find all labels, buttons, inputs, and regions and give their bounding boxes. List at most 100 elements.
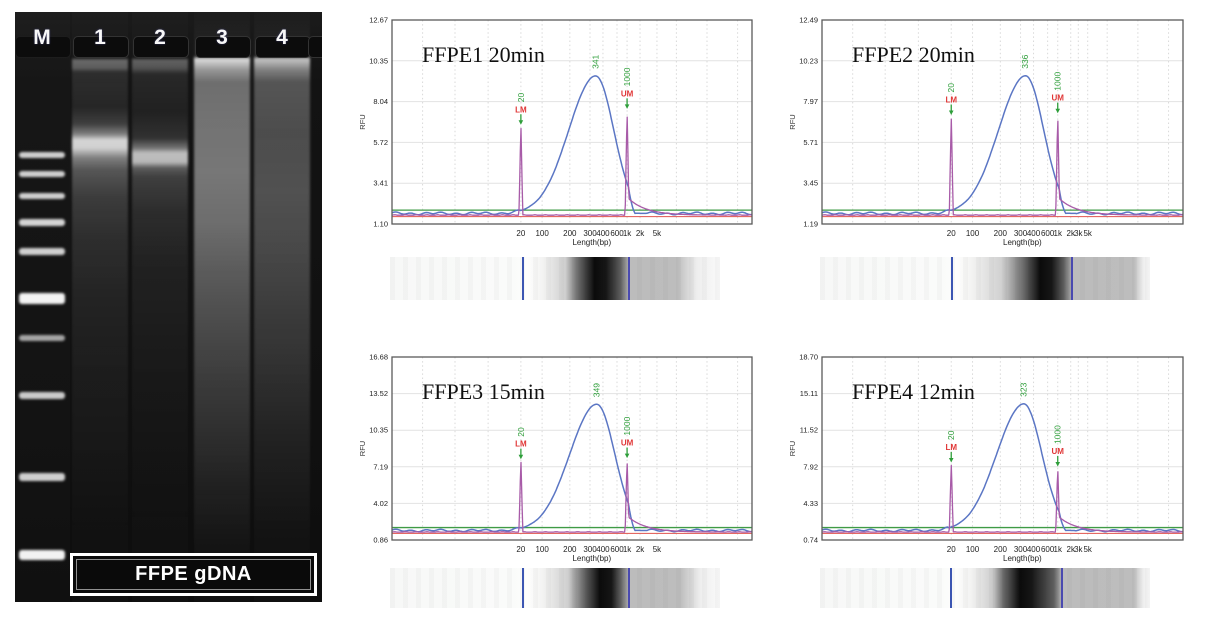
marker-trace: [391, 461, 752, 533]
y-tick-label: 13.52: [369, 389, 388, 398]
ladder-band-7: [19, 335, 65, 341]
gel-smear-lane-2: [132, 12, 188, 602]
x-tick-label: 300: [1014, 229, 1028, 238]
gel-electrophoresis-image: M 1 2 3 4 FFPE gDNA: [15, 12, 322, 602]
y-tick-label: 12.49: [799, 16, 818, 25]
marker-arrow-head: [948, 110, 954, 116]
y-tick-label: 10.35: [369, 426, 388, 435]
y-tick-label: 3.41: [373, 179, 388, 188]
x-axis-title: Length(bp): [1003, 238, 1042, 247]
gel-caption-box: FFPE gDNA: [70, 553, 317, 596]
x-axis-title: Length(bp): [572, 238, 611, 247]
x-tick-label: 20: [947, 545, 956, 554]
virtual-gel-texture: [390, 568, 720, 608]
chart-title: FFPE1 20min: [422, 42, 545, 67]
ladder-band-3: [19, 193, 65, 199]
x-tick-label: 200: [994, 545, 1008, 554]
y-tick-label: 7.97: [803, 97, 818, 106]
gel-well-1: [73, 36, 129, 58]
y-tick-label: 1.19: [803, 220, 818, 229]
peak-size-label: 349: [591, 383, 601, 397]
marker-name-label: LM: [515, 105, 527, 114]
y-tick-label: 12.67: [369, 16, 388, 25]
virtual-gel-texture: [820, 257, 1150, 300]
marker-trace: [821, 464, 1183, 533]
x-tick-label: 300: [583, 229, 597, 238]
marker-name-label: UM: [1052, 94, 1065, 103]
chart-title: FFPE4 12min: [852, 379, 975, 404]
gel-well-partial: [308, 36, 322, 58]
x-tick-label: 200: [563, 229, 577, 238]
virtual-gel-texture: [820, 568, 1150, 608]
x-tick-label: 3k: [1074, 229, 1083, 238]
y-tick-label: 18.70: [799, 353, 818, 362]
peak-size-label: 341: [590, 54, 600, 68]
y-tick-label: 8.04: [373, 97, 388, 106]
marker-name-label: LM: [945, 96, 957, 105]
ladder-band-5: [19, 248, 65, 255]
x-tick-label: 400: [596, 229, 610, 238]
y-tick-label: 11.52: [800, 426, 818, 435]
marker-arrow-head: [624, 104, 630, 109]
x-tick-label: 5k: [653, 229, 662, 238]
virtual-gel-lane-ffpe3: [390, 568, 720, 608]
x-tick-label: 400: [596, 545, 610, 554]
marker-bp-label: 20: [946, 83, 956, 93]
y-tick-label: 0.74: [803, 536, 818, 545]
y-tick-label: 10.23: [799, 56, 818, 65]
virtual-gel-lower-marker-line: [521, 568, 525, 608]
gel-lane-label-2: 2: [154, 26, 166, 49]
ladder-band-1: [19, 152, 65, 158]
x-tick-label: 20: [516, 545, 525, 554]
gel-lane-label-4: 4: [276, 26, 288, 49]
y-tick-label: 1.10: [373, 220, 388, 229]
y-tick-label: 15.11: [800, 389, 818, 398]
ladder-band-8: [19, 392, 65, 399]
gel-smear-lane-1: [72, 12, 128, 602]
gel-well-2: [133, 36, 189, 58]
marker-name-label: UM: [621, 439, 634, 448]
marker-bp-label: 1000: [622, 67, 632, 86]
x-axis-title: Length(bp): [572, 554, 611, 563]
ladder-band-4: [19, 219, 65, 226]
x-tick-label: 400: [1027, 229, 1041, 238]
y-tick-label: 0.86: [373, 536, 388, 545]
virtual-gel-upper-marker-line: [627, 257, 631, 300]
x-tick-label: 2k: [636, 545, 645, 554]
y-tick-label: 5.72: [373, 138, 388, 147]
y-tick-label: 5.71: [803, 138, 818, 147]
plot-background: [822, 20, 1183, 224]
plot-frame: [391, 356, 753, 541]
marker-name-label: LM: [945, 443, 957, 452]
x-tick-label: 5k: [653, 545, 662, 554]
chart-title: FFPE3 15min: [422, 379, 545, 404]
virtual-gel-lower-marker-line: [521, 257, 525, 300]
marker-arrow-head: [518, 120, 524, 125]
sample-trace: [821, 403, 1183, 533]
x-axis-title: Length(bp): [1003, 554, 1042, 563]
ladder-band-9: [19, 473, 65, 481]
marker-trace: [391, 116, 752, 216]
marker-bp-label: 1000: [1053, 425, 1063, 444]
gel-well-3: [195, 36, 251, 58]
x-tick-label: 600: [1041, 229, 1055, 238]
x-tick-label: 600: [610, 545, 624, 554]
x-tick-label: 100: [535, 545, 549, 554]
x-tick-label: 1k: [623, 229, 632, 238]
virtual-gel-lower-marker-line: [950, 257, 954, 300]
x-tick-label: 100: [966, 229, 980, 238]
x-tick-label: 2k: [636, 229, 645, 238]
y-tick-label: 3.45: [803, 179, 818, 188]
x-tick-label: 300: [1014, 545, 1028, 554]
x-tick-label: 20: [947, 229, 956, 238]
x-tick-label: 200: [563, 545, 577, 554]
virtual-gel-upper-marker-line: [1060, 568, 1064, 608]
marker-arrow-head: [518, 454, 524, 460]
peak-size-label: 336: [1020, 54, 1030, 68]
x-tick-label: 2k: [1067, 229, 1076, 238]
marker-bp-label: 20: [516, 93, 526, 103]
chart-title: FFPE2 20min: [852, 42, 975, 67]
x-tick-label: 2k: [1067, 545, 1076, 554]
electropherogram-ffpe2: LM 20 UM 1000 336 12.49 10.23 7.97 5.71 3.45 1.19 R…: [788, 16, 1184, 247]
x-tick-label: 600: [1041, 545, 1055, 554]
